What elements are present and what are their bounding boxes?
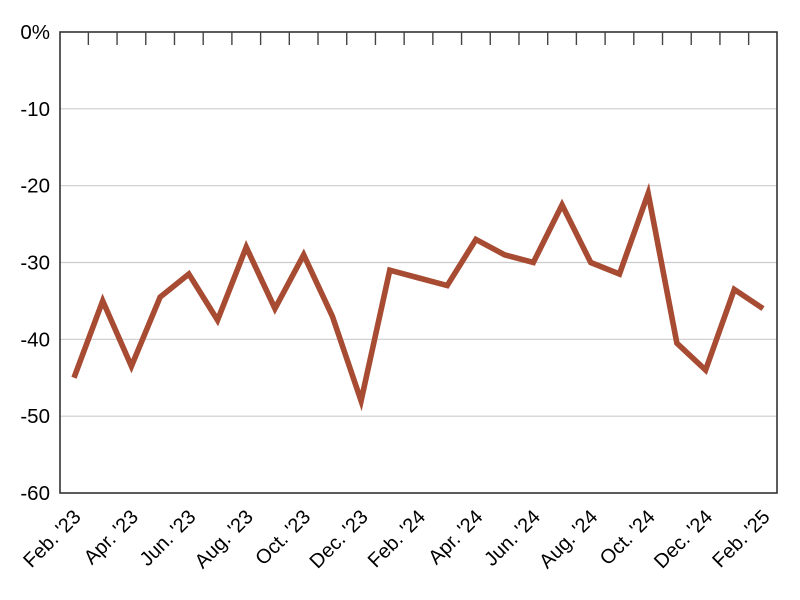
- y-axis-tick-label: -10: [20, 98, 50, 121]
- plot-border: [59, 31, 778, 494]
- y-axis-tick-label: -20: [20, 175, 50, 198]
- y-axis-tick-label: -40: [20, 328, 50, 351]
- y-axis-tick-label: 0%: [20, 21, 50, 44]
- y-axis-tick-label: -30: [20, 252, 50, 275]
- y-axis-tick-label: -50: [20, 405, 50, 428]
- y-axis-tick-label: -60: [20, 482, 50, 505]
- data-line-series: [71, 182, 765, 412]
